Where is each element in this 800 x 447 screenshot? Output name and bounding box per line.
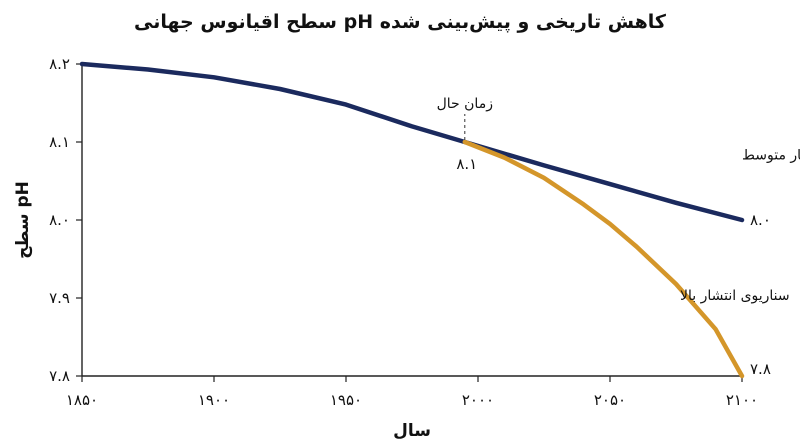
y-tick-label: ۸.۱ [49,133,70,151]
y-axis-title: pH سطح [13,181,33,259]
y-tick-label: ۸.۰ [49,211,70,229]
y-axis-ticks: ۷.۸ ۷.۹ ۸.۰ ۸.۱ ۸.۲ [49,55,82,385]
series-end-value-moderate: ۸.۰ [750,211,771,229]
x-tick-label: ۱۸۵۰ [66,391,98,409]
x-tick-label: ۲۰۰۰ [462,391,494,409]
x-tick-label: ۲۱۰۰ [726,391,758,409]
series-label-moderate: سناریوی انتشار متوسط [742,147,800,163]
y-tick-label: ۷.۹ [49,289,70,307]
series-label-high: سناریوی انتشار بالا [680,288,790,304]
series-end-value-high: ۷.۸ [750,360,771,378]
y-tick-label: ۷.۸ [49,367,70,385]
present-value-label: ۸.۱ [456,155,477,173]
x-tick-label: ۱۹۵۰ [330,391,362,409]
series-layer: سناریوی انتشار متوسط ۸.۰ سناریوی انتشار با… [79,61,800,379]
series-line-moderate [79,61,745,223]
annotation-layer: زمان حال ۸.۱ [437,96,493,173]
x-axis-title: سال [393,421,431,441]
series-line-high [462,139,745,379]
present-label: زمان حال [437,96,493,112]
chart-title: کاهش تاریخی و پیش‌بینی شده pH سطح اقیانو… [134,11,667,33]
y-tick-label: ۸.۲ [49,55,70,73]
x-tick-label: ۲۰۵۰ [594,391,626,409]
x-tick-label: ۱۹۰۰ [198,391,230,409]
x-axis-ticks: ۱۸۵۰ ۱۹۰۰ ۱۹۵۰ ۲۰۰۰ ۲۰۵۰ ۲۱۰۰ [66,376,758,409]
